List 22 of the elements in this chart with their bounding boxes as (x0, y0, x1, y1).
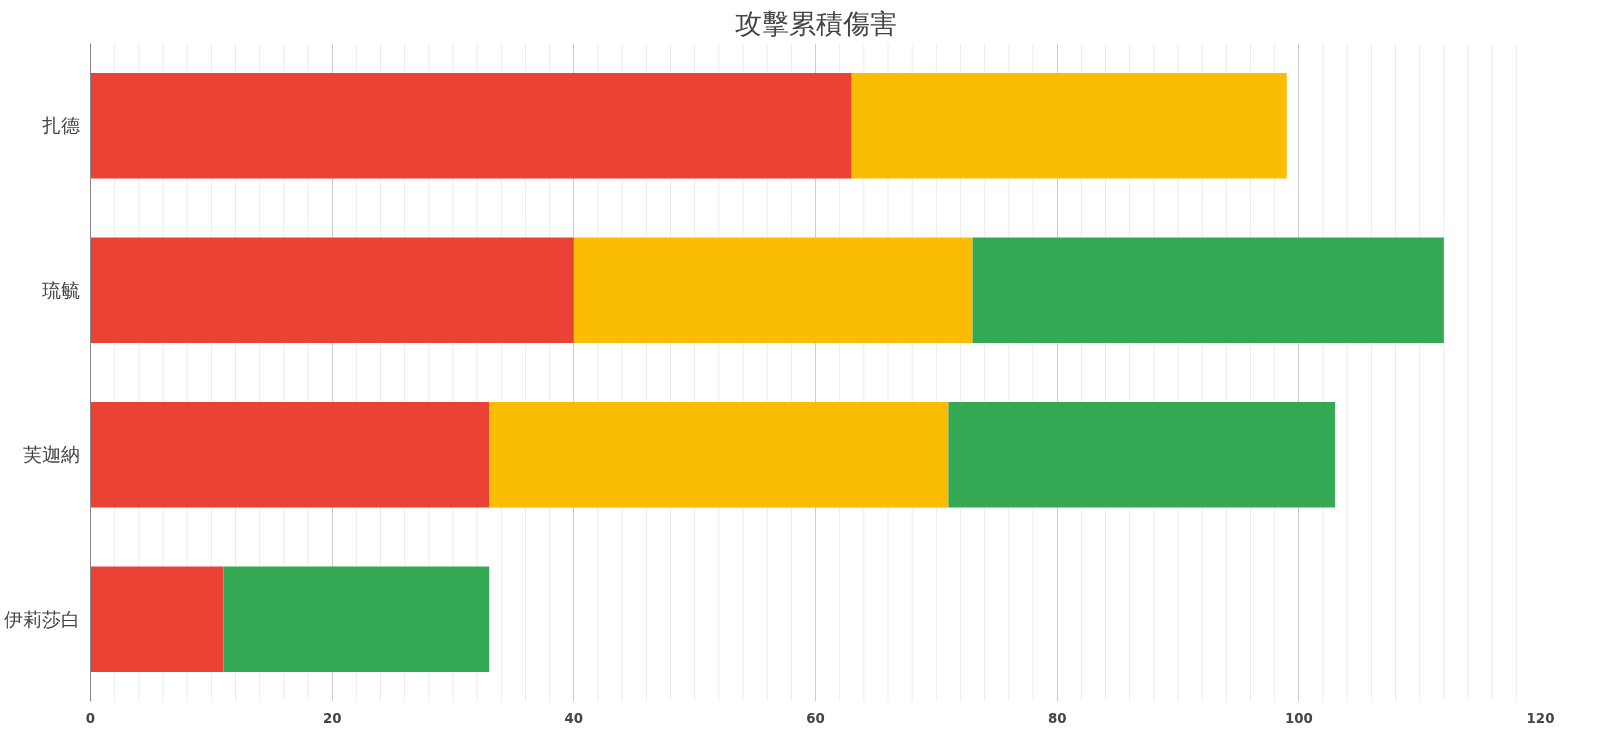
bar (972, 237, 1444, 343)
bar (90, 237, 574, 343)
bar (851, 73, 1287, 179)
bar (489, 402, 949, 508)
chart-title: 攻擊累積傷害 (734, 7, 897, 39)
bar (90, 73, 852, 179)
x-tick-label: 60 (806, 710, 825, 726)
bar (948, 402, 1336, 508)
y-tick-label: 芙迦納 (22, 444, 80, 466)
y-tick-label: 扎德 (41, 115, 80, 137)
x-tick-label: 40 (564, 710, 584, 726)
y-tick-label: 伊莉莎白 (3, 608, 80, 630)
x-tick-label: 100 (1284, 710, 1313, 726)
x-tick-label: 80 (1047, 710, 1067, 726)
bar (573, 237, 973, 343)
x-tick-label: 20 (322, 710, 342, 726)
x-tick-label: 0 (85, 710, 96, 726)
bar (90, 402, 490, 508)
bar (90, 566, 224, 672)
y-tick-label: 琉毓 (41, 279, 80, 301)
bar (223, 566, 490, 672)
x-tick-label: 120 (1526, 710, 1555, 726)
